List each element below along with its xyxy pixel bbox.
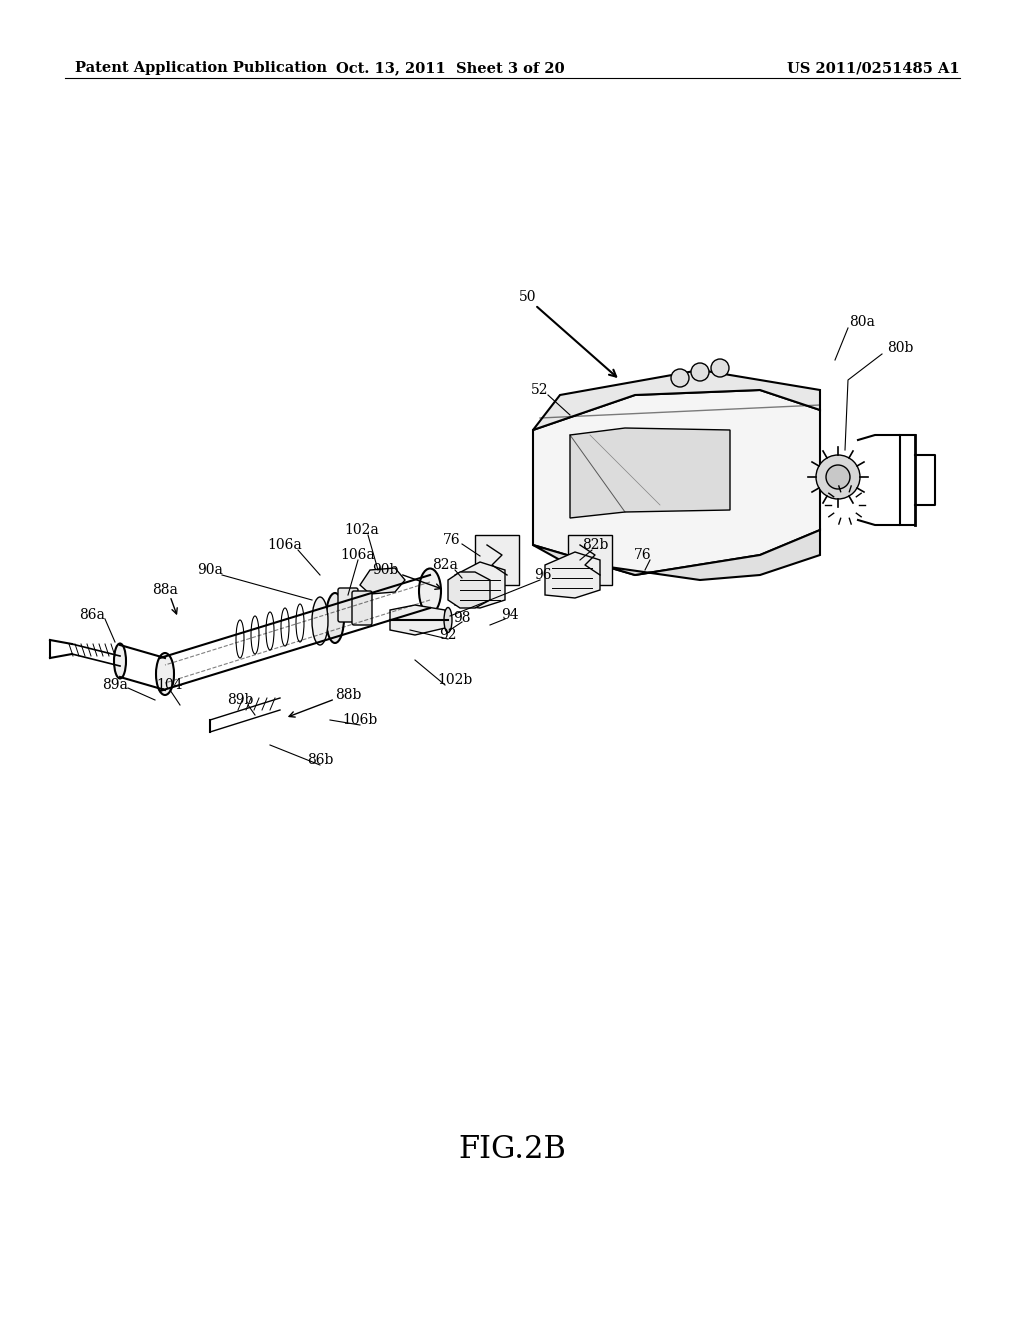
- Text: 50: 50: [519, 290, 537, 304]
- Text: 80a: 80a: [849, 315, 874, 329]
- Polygon shape: [449, 572, 490, 609]
- Ellipse shape: [444, 607, 452, 632]
- Polygon shape: [455, 562, 505, 609]
- Text: 82a: 82a: [432, 558, 458, 572]
- Text: 106a: 106a: [267, 539, 302, 552]
- Ellipse shape: [156, 653, 174, 696]
- Text: 90a: 90a: [197, 564, 223, 577]
- Circle shape: [671, 370, 689, 387]
- FancyBboxPatch shape: [352, 591, 372, 624]
- Text: 86b: 86b: [307, 752, 333, 767]
- Text: 92: 92: [439, 628, 457, 642]
- Text: 106a: 106a: [341, 548, 376, 562]
- Text: 98: 98: [454, 611, 471, 624]
- Text: Oct. 13, 2011  Sheet 3 of 20: Oct. 13, 2011 Sheet 3 of 20: [336, 61, 564, 75]
- Text: 89b: 89b: [226, 693, 253, 708]
- Circle shape: [691, 363, 709, 381]
- Text: 82b: 82b: [582, 539, 608, 552]
- Text: 90b: 90b: [372, 564, 398, 577]
- Text: 94: 94: [501, 609, 519, 622]
- Text: 86a: 86a: [79, 609, 104, 622]
- Text: 76: 76: [443, 533, 461, 546]
- Text: US 2011/0251485 A1: US 2011/0251485 A1: [787, 61, 961, 75]
- Text: 76: 76: [634, 548, 652, 562]
- Text: FIG.2B: FIG.2B: [458, 1134, 566, 1166]
- Text: 80b: 80b: [887, 341, 913, 355]
- Ellipse shape: [114, 644, 126, 678]
- Circle shape: [711, 359, 729, 378]
- Polygon shape: [570, 428, 730, 517]
- Polygon shape: [360, 568, 406, 594]
- Ellipse shape: [419, 569, 441, 614]
- Text: 52: 52: [531, 383, 549, 397]
- Ellipse shape: [326, 593, 344, 643]
- Text: 88b: 88b: [335, 688, 361, 702]
- Text: 104: 104: [157, 678, 183, 692]
- Polygon shape: [534, 370, 820, 430]
- Text: 88a: 88a: [152, 583, 178, 597]
- Text: 89a: 89a: [102, 678, 128, 692]
- Polygon shape: [568, 535, 612, 585]
- Circle shape: [826, 465, 850, 488]
- Polygon shape: [545, 552, 600, 598]
- Polygon shape: [534, 531, 820, 579]
- Text: Patent Application Publication: Patent Application Publication: [75, 61, 327, 75]
- Ellipse shape: [312, 597, 328, 645]
- Polygon shape: [390, 605, 445, 635]
- FancyBboxPatch shape: [338, 587, 358, 622]
- Text: 96: 96: [535, 568, 552, 582]
- Circle shape: [816, 455, 860, 499]
- Text: 102b: 102b: [437, 673, 473, 686]
- Polygon shape: [475, 535, 519, 585]
- Text: 102a: 102a: [345, 523, 379, 537]
- Text: 106b: 106b: [342, 713, 378, 727]
- Polygon shape: [534, 389, 820, 576]
